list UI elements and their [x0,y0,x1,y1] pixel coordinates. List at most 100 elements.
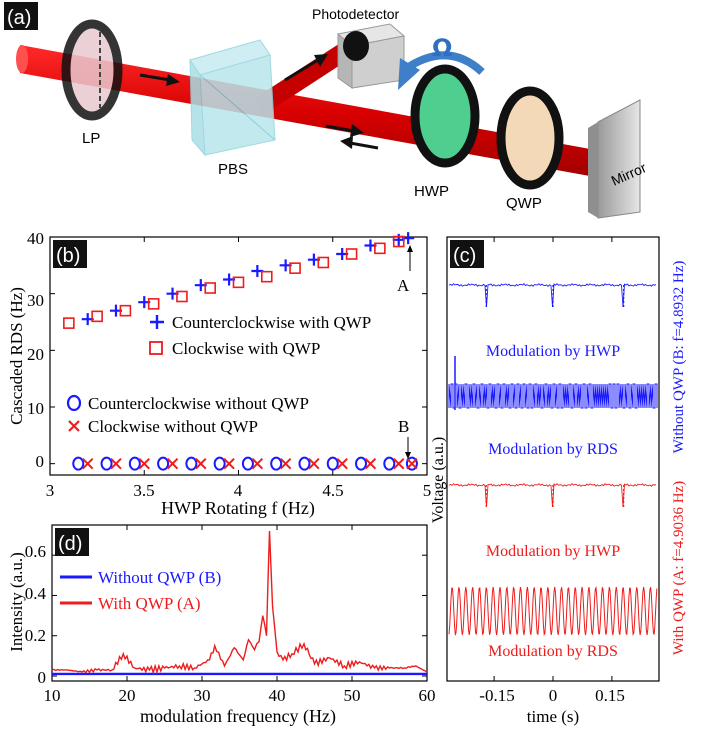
marker-b-arrowhead [405,452,411,459]
panel-c-ylabel: Voltage (a.u.) [430,437,447,523]
c-trace-rds-noqwp [448,383,658,409]
legend-ccw-qwp-label: Counterclockwise with QWP [172,313,371,332]
trace-label-rds-qwp: Modulation by RDS [488,643,618,660]
panel-b-xtick-4: 5 [423,481,432,500]
legend-cw-noqwp-label: Clockwise without QWP [88,417,258,436]
legend-without-qwp: Without QWP (B) [60,568,221,587]
panel-c-traces [448,283,658,637]
panel-b-xlabel: HWP Rotating f (Hz) [161,498,315,519]
panel-d-xtick-1: 20 [119,686,136,705]
lp-label: LP [82,130,100,147]
b-point-s1-5 [204,282,217,294]
panel-d-ytick-2: 0.4 [25,584,47,603]
legend-with-qwp: With QWP (A) [60,594,201,613]
panel-d-lines [51,531,428,676]
legend-ccw-noqwp-label: Counterclockwise without QWP [88,394,309,413]
panel-b-ytick-3: 30 [27,291,44,310]
mirror [588,99,641,219]
panel-d-ytick-3: 0.6 [25,542,46,561]
panel-b-ytick-4: 40 [27,229,44,248]
panel-d-xtick-4: 50 [344,686,361,705]
b-point-s3-11 [393,457,405,470]
pbs-cube [189,39,276,157]
panel-b-xtick-3: 4.5 [322,481,343,500]
b-point-s1-12 [392,235,405,248]
panel-d-xtick-5: 60 [419,686,436,705]
beam-arrow-backward [340,136,379,150]
panel-c-tag: (c) [453,245,476,267]
trace-label-rds-noqwp: Modulation by RDS [488,441,618,458]
c-trace-rds-qwp [448,585,658,637]
beam-arrow-2 [284,54,328,82]
panel-d-ticks [51,525,428,681]
qwp-label: QWP [506,195,542,212]
legend-cw-noqwp: Clockwise without QWP [68,417,258,436]
beam-arrow-forward [325,124,364,137]
b-point-s2-0 [72,456,85,471]
b-point-s1-7 [260,270,273,283]
c-trace-hwp-qwp [448,483,657,508]
b-point-s3-3 [166,457,179,470]
b-point-s1-6 [232,276,245,289]
panel-d-ytick-1: 0.2 [25,626,46,645]
b-point-s1-9 [317,256,330,269]
panel-d-tag: (d) [58,533,82,555]
legend-without-qwp-label: Without QWP (B) [98,568,221,587]
legend-ccw-noqwp: Counterclockwise without QWP [66,394,309,413]
panel-c-ticks [493,237,613,681]
b-point-s3-5 [223,457,235,470]
b-point-s3-10 [364,457,377,470]
panel-c: Modulation by HWP Modulation by RDS Modu… [430,236,687,726]
b-point-s1-1 [91,310,103,323]
b-point-s3-9 [336,457,348,470]
qwp-plate [496,86,564,190]
panel-d: Intensity (a.u.) modulation frequency (H… [7,524,436,727]
panel-b-ylabel: Cascaded RDS (Hz) [7,287,26,425]
b-point-s3-6 [251,457,264,470]
beam-entrance [16,45,28,73]
beam-arrow-1 [139,73,180,86]
c-trace-hwp-noqwp [448,283,657,308]
b-point-s2-2 [128,456,141,471]
b-point-s2-8 [298,456,311,471]
b-point-s2-9 [326,456,339,471]
b-point-s3-4 [195,457,207,470]
legend-ccw-qwp: Counterclockwise with QWP [150,313,371,332]
panel-c-xtick-0: -0.15 [479,686,514,705]
d-series-with-qwp [51,531,428,676]
panel-d-xtick-3: 40 [269,686,286,705]
marker-b-label: B [398,417,409,436]
hwp-label: HWP [414,183,449,200]
panel-b-xtick-2: 4 [234,481,243,500]
panel-b-ticks [49,236,428,475]
panel-b: Cascaded RDS (Hz) HWP Rotating f (Hz) 3 … [7,229,431,519]
b-point-s2-11 [383,456,396,471]
b-point-s3-7 [279,457,292,470]
legend-cw-qwp: Clockwise with QWP [149,339,320,358]
panel-c-tag-bg [450,240,484,268]
panel-b-xtick-0: 3 [46,481,55,500]
b-point-s3-0 [81,457,94,470]
b-point-s1-3 [147,298,160,310]
panel-b-ytick-1: 10 [27,399,44,418]
panel-d-xtick-0: 10 [44,686,61,705]
b-point-s3-8 [308,457,320,470]
b-point-s2-6 [241,456,254,471]
b-point-s2-1 [100,456,113,471]
b-point-s1-8 [289,262,301,274]
panel-c-xlabel: time (s) [527,707,579,726]
legend-cw-qwp-label: Clockwise with QWP [172,339,320,358]
panel-c-xtick-1: 0 [549,686,558,705]
panel-a-tag-bg [4,2,38,30]
panel-b-tag-bg [53,240,87,268]
b-point-s1-11 [374,242,386,255]
b-point-s2-5 [213,456,226,471]
panel-b-xtick-1: 3.5 [133,481,154,500]
panel-d-frame [51,524,428,682]
b-point-s1-0 [63,317,75,329]
marker-a-arrowhead [407,245,413,252]
b-point-s1-10 [345,248,358,260]
b-point-s3-12 [406,457,418,470]
reflected-beam [255,40,354,116]
